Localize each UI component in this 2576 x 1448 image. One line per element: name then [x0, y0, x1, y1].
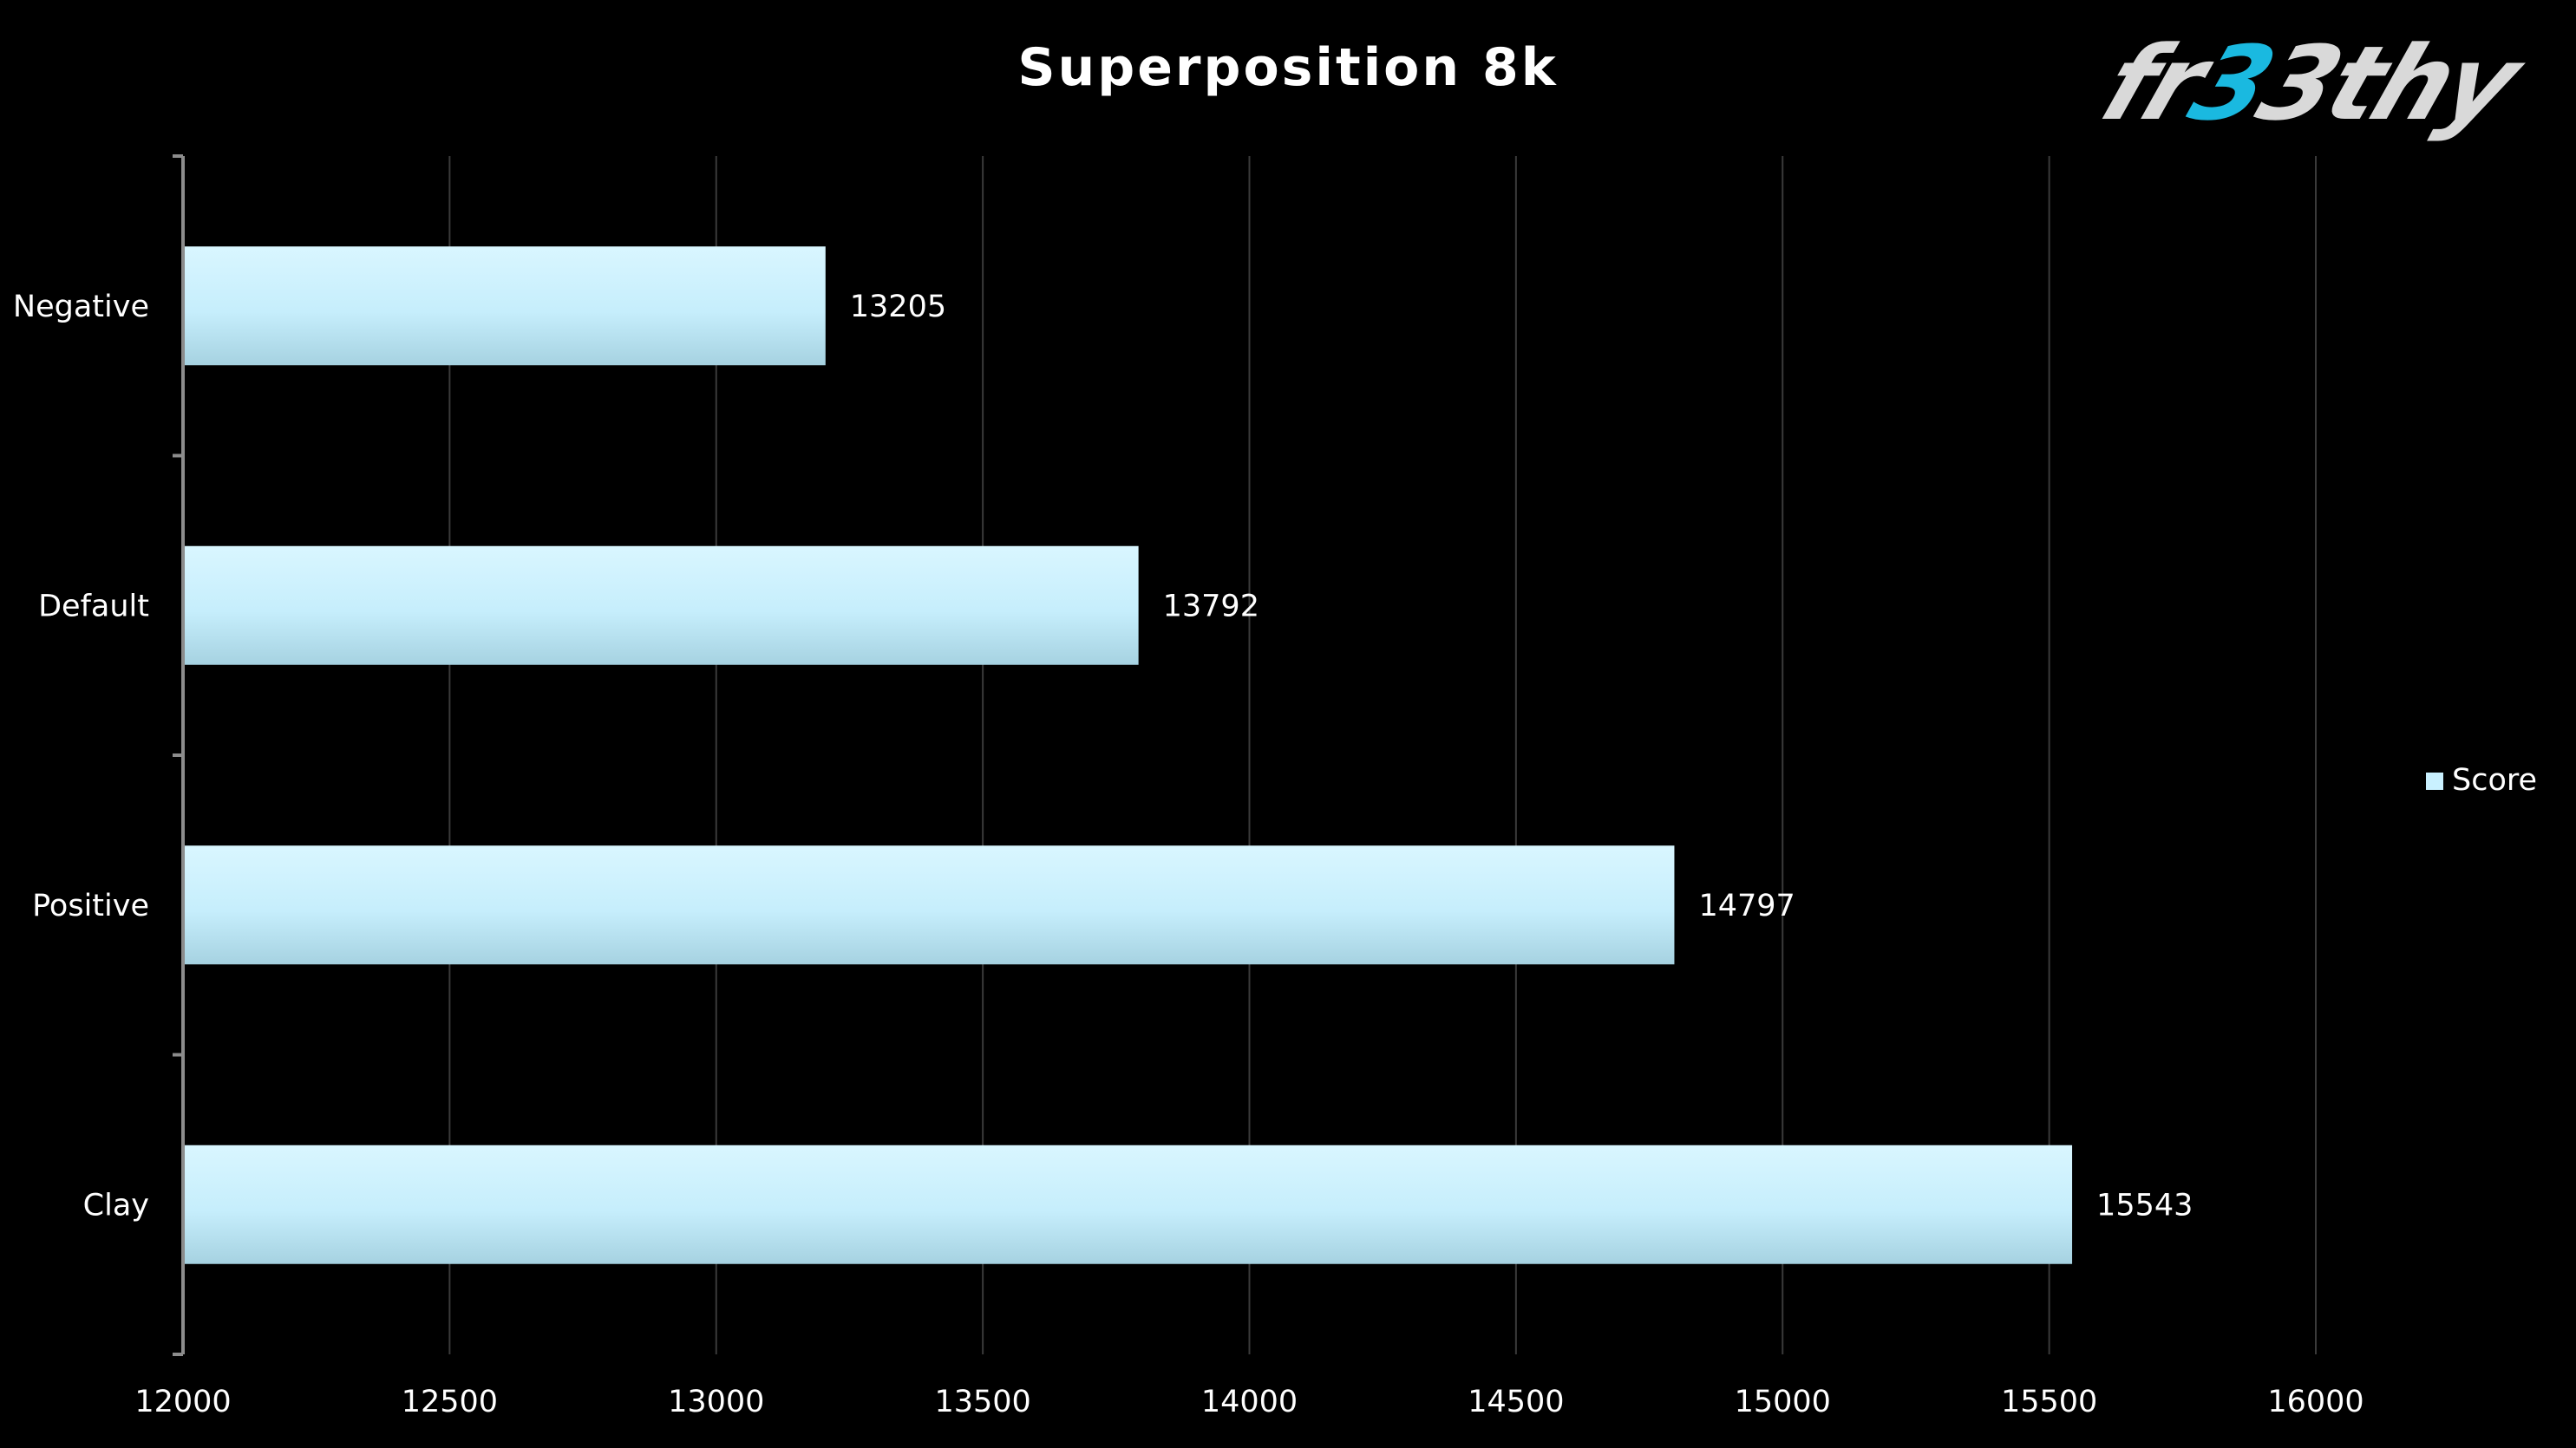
bar-default [183, 545, 1139, 665]
data-label-negative: 13205 [850, 290, 946, 324]
bars [183, 246, 2073, 1264]
bar-positive [183, 845, 1675, 965]
x-tick-label-12500: 12500 [402, 1385, 498, 1419]
x-tick-label-15000: 15000 [1735, 1385, 1831, 1419]
brand-logo: fr33thy [2088, 24, 2540, 144]
x-tick-label-15500: 15500 [2001, 1385, 2097, 1419]
x-tick-label-13000: 13000 [668, 1385, 764, 1419]
data-label-positive: 14797 [1698, 889, 1795, 923]
logo-accent: 3 [2176, 24, 2287, 144]
logo-wordmark: fr33thy [2088, 24, 2540, 144]
bar-clay [183, 1145, 2073, 1264]
category-label-clay: Clay [83, 1188, 149, 1223]
bar-negative [183, 246, 826, 366]
axes [173, 154, 185, 1356]
x-tick-label-14000: 14000 [1201, 1385, 1298, 1419]
category-label-positive: Positive [32, 889, 149, 923]
data-label-default: 13792 [1163, 589, 1259, 623]
x-tick-label-16000: 16000 [2267, 1385, 2364, 1419]
x-tick-label-13500: 13500 [934, 1385, 1030, 1419]
legend-swatch [2426, 773, 2443, 790]
labels: 12000 12500 13000 13500 14000 14500 15000 15500… [13, 290, 2364, 1419]
category-label-default: Default [38, 589, 149, 623]
x-tick-label-12000: 12000 [134, 1385, 231, 1419]
chart-title: Superposition 8k [1017, 37, 1558, 98]
legend-label: Score [2452, 763, 2537, 798]
data-label-clay: 15543 [2096, 1188, 2193, 1223]
x-tick-label-14500: 14500 [1468, 1385, 1564, 1419]
category-label-negative: Negative [13, 290, 149, 324]
legend: Score [2426, 763, 2537, 798]
